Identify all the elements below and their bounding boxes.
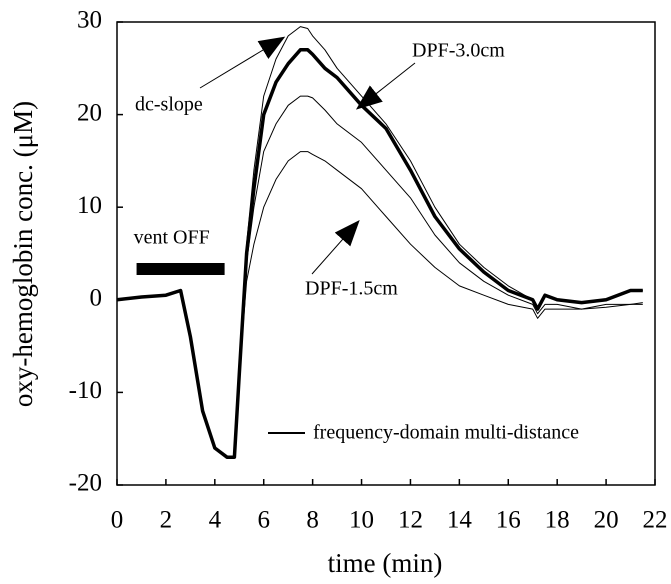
series-annotation: dc-slope [135, 94, 203, 116]
annotation-arrow [199, 36, 286, 89]
y-tick-label: 10 [77, 192, 102, 219]
y-axis-label: oxy-hemoglobin conc. (μM) [8, 101, 38, 407]
span-bar [136, 263, 225, 275]
y-tick-label: -20 [69, 470, 102, 497]
series-annotation: DPF-3.0cm [412, 40, 505, 62]
annotation-arrow [355, 62, 416, 110]
x-tick-label: 0 [111, 507, 124, 534]
x-axis-label: time (min) [328, 548, 443, 578]
y-tick-label: 20 [77, 99, 102, 126]
x-tick-label: 10 [349, 507, 374, 534]
x-tick-label: 4 [209, 507, 222, 534]
x-tick-label: 2 [160, 507, 173, 534]
x-tick-label: 16 [496, 507, 521, 534]
legend-label: frequency-domain multi-distance [313, 422, 579, 444]
y-tick-label: -10 [69, 377, 102, 404]
plot-frame [116, 21, 656, 486]
x-tick-label: 12 [398, 507, 423, 534]
series-annotation: DPF-1.5cm [305, 278, 398, 300]
series-line [116, 151, 643, 458]
x-tick-label: 14 [447, 507, 473, 534]
x-tick-label: 8 [306, 507, 319, 534]
x-tick-label: 20 [594, 507, 619, 534]
y-tick-label: 0 [90, 285, 103, 312]
x-tick-label: 22 [643, 507, 668, 534]
x-tick-label: 6 [257, 507, 270, 534]
annotation-arrow [311, 220, 360, 275]
y-tick-label: 30 [77, 7, 102, 34]
span-label: vent OFF [134, 227, 210, 249]
x-tick-label: 18 [545, 507, 570, 534]
